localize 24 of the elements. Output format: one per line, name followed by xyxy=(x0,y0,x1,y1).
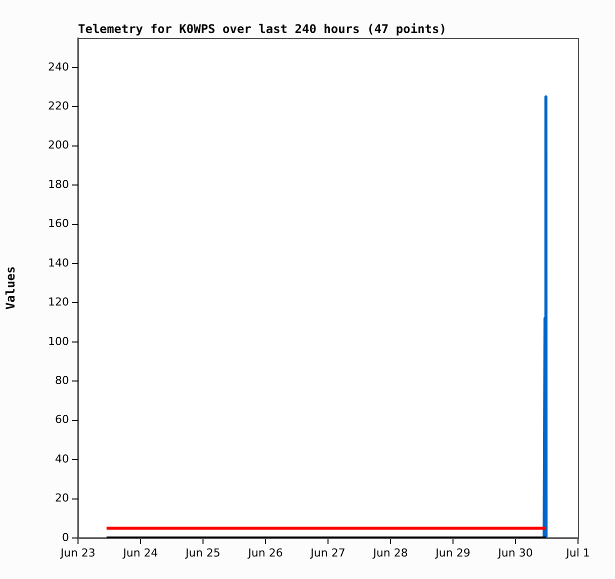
y-tick-label: 100 xyxy=(48,334,69,348)
y-tick-label: 200 xyxy=(48,138,69,152)
y-tick-label: 140 xyxy=(48,256,69,270)
x-tick-label: Jun 30 xyxy=(497,546,533,560)
y-tick-label: 180 xyxy=(48,178,69,191)
x-tick-label: Jun 27 xyxy=(310,546,346,560)
y-tick-label: 40 xyxy=(55,452,69,466)
x-tick-label: Jun 23 xyxy=(60,546,96,560)
x-tick-label: Jun 29 xyxy=(434,546,470,560)
y-tick-label: 160 xyxy=(48,217,69,230)
x-tick-label: Jun 24 xyxy=(122,546,158,560)
y-tick-label: 20 xyxy=(55,492,69,505)
x-tick-label: Jun 28 xyxy=(372,546,408,560)
chart-title: Telemetry for K0WPS over last 240 hours (47 points) xyxy=(78,22,446,36)
y-tick-label: 60 xyxy=(55,413,69,426)
y-tick-label: 240 xyxy=(48,60,69,74)
x-tick-label: Jun 26 xyxy=(247,546,283,560)
y-axis-title: Values xyxy=(3,266,18,310)
y-tick-label: 120 xyxy=(48,296,69,309)
y-tick-label: 0 xyxy=(62,530,69,544)
x-tick-label: Jun 25 xyxy=(184,546,220,560)
y-tick-label: 80 xyxy=(55,374,69,387)
y-tick-label: 220 xyxy=(48,99,69,112)
x-tick-label: Jul 1 xyxy=(565,546,590,560)
